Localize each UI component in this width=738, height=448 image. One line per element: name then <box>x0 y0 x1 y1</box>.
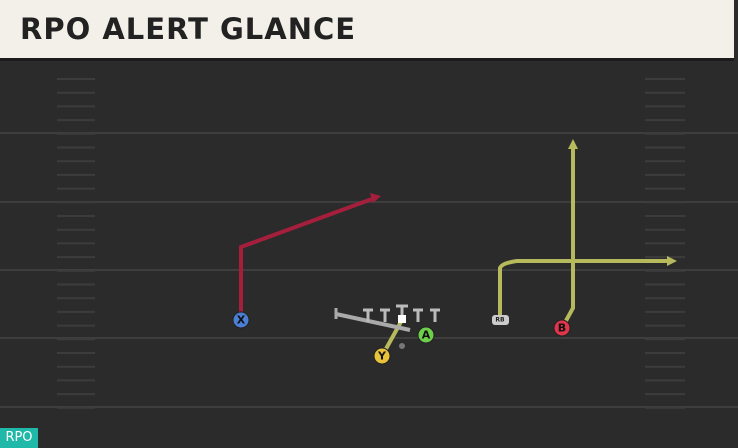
label-y: Y <box>377 350 387 363</box>
label-x: X <box>237 314 246 327</box>
player-b <box>553 319 571 337</box>
player-x <box>232 311 250 329</box>
label-b: B <box>558 322 566 335</box>
header: RPO ALERT GLANCE <box>0 0 734 61</box>
label-a: A <box>422 329 431 342</box>
title: RPO ALERT GLANCE <box>20 12 357 46</box>
player-rb <box>492 315 509 325</box>
arrow <box>370 193 381 203</box>
arrow <box>667 256 677 266</box>
player-y <box>373 347 391 365</box>
center <box>398 315 406 323</box>
label-rb: RB <box>495 317 505 324</box>
route-x <box>239 197 373 320</box>
badge: RPO <box>0 428 38 448</box>
yard-lines <box>0 132 738 408</box>
linemen <box>363 304 440 322</box>
route-rb <box>498 259 668 320</box>
player-a <box>417 326 435 344</box>
hash-marks <box>57 78 685 409</box>
field-bg <box>0 61 738 448</box>
arrow <box>568 139 578 149</box>
scrimmage <box>335 312 411 332</box>
qb <box>399 343 405 349</box>
